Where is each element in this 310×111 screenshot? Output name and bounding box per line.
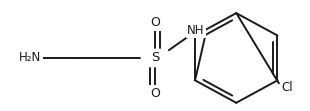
Text: Cl: Cl: [281, 81, 293, 94]
Text: O: O: [150, 87, 160, 100]
Text: S: S: [151, 51, 159, 64]
Text: O: O: [150, 16, 160, 29]
Text: NH: NH: [187, 24, 204, 37]
Text: H₂N: H₂N: [19, 51, 42, 64]
